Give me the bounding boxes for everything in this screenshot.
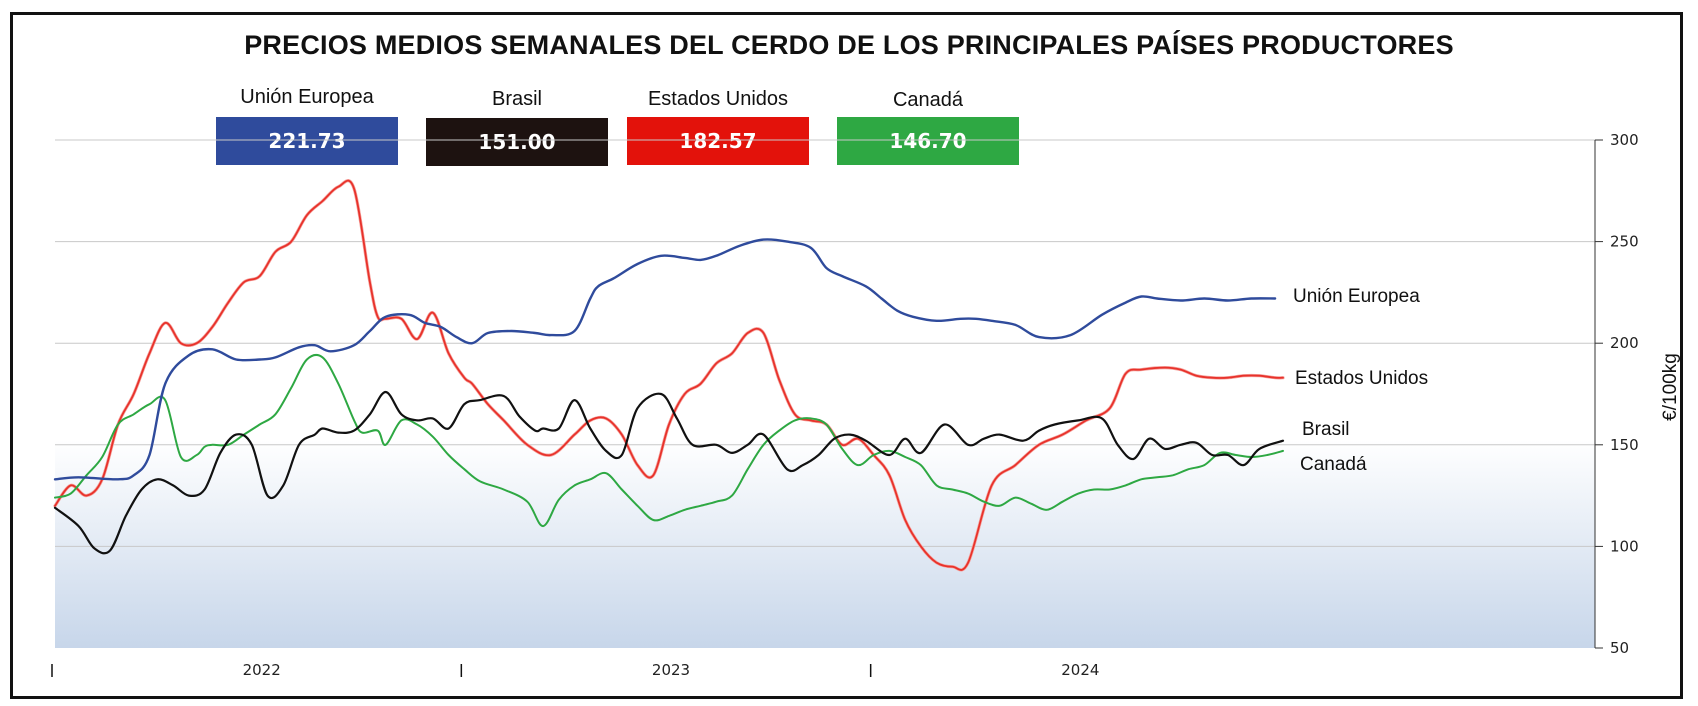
chart-title: PRECIOS MEDIOS SEMANALES DEL CERDO DE LO… [244, 30, 1454, 60]
stat-label-eeuu: Estados Unidos [647, 88, 789, 110]
y-tick-label: 250 [1610, 233, 1639, 251]
y-axis-title: €/100kg [1660, 353, 1681, 421]
stat-value-brasil: 151.00 [426, 118, 608, 166]
series-line-union-europea [53, 238, 1277, 481]
series-lines [53, 179, 1285, 572]
series-line-brasil [53, 390, 1285, 555]
series-line-estados-unidos [54, 179, 1284, 571]
stat-value-eeuu: 182.57 [627, 117, 809, 165]
plot-background-gradient [55, 440, 1595, 648]
stat-label-canada: Canadá [892, 89, 964, 111]
series-label-canada: Canadá [1300, 454, 1367, 475]
chart-frame [10, 12, 1683, 699]
x-tick-label: 2024 [1061, 661, 1099, 679]
axes: 50 100 150 200 250 300 €/100kg 2022 2023 2024 [51, 131, 1681, 679]
stat-value-canada: 146.70 [837, 117, 1019, 165]
stat-label-brasil: Brasil [491, 88, 542, 110]
series-label-brasil: Brasil [1302, 419, 1350, 440]
series-labels: Unión Europea Brasil Estados Unidos Canadá [1293, 286, 1428, 475]
series-line-canada [54, 353, 1284, 528]
y-tick-label: 200 [1610, 334, 1639, 352]
stat-value-ue: 221.73 [216, 117, 398, 165]
y-tick-label: 50 [1610, 639, 1629, 657]
series-label-union-europea: Unión Europea [1293, 286, 1420, 307]
y-tick-label: 100 [1610, 537, 1639, 555]
grid-lines [55, 139, 1595, 547]
y-tick-label: 300 [1610, 131, 1639, 149]
series-label-estados-unidos: Estados Unidos [1295, 368, 1428, 389]
x-tick-label: 2022 [243, 661, 281, 679]
stat-label-ue: Unión Europea [240, 86, 374, 108]
y-tick-label: 150 [1610, 436, 1639, 454]
x-tick-label: 2023 [652, 661, 690, 679]
